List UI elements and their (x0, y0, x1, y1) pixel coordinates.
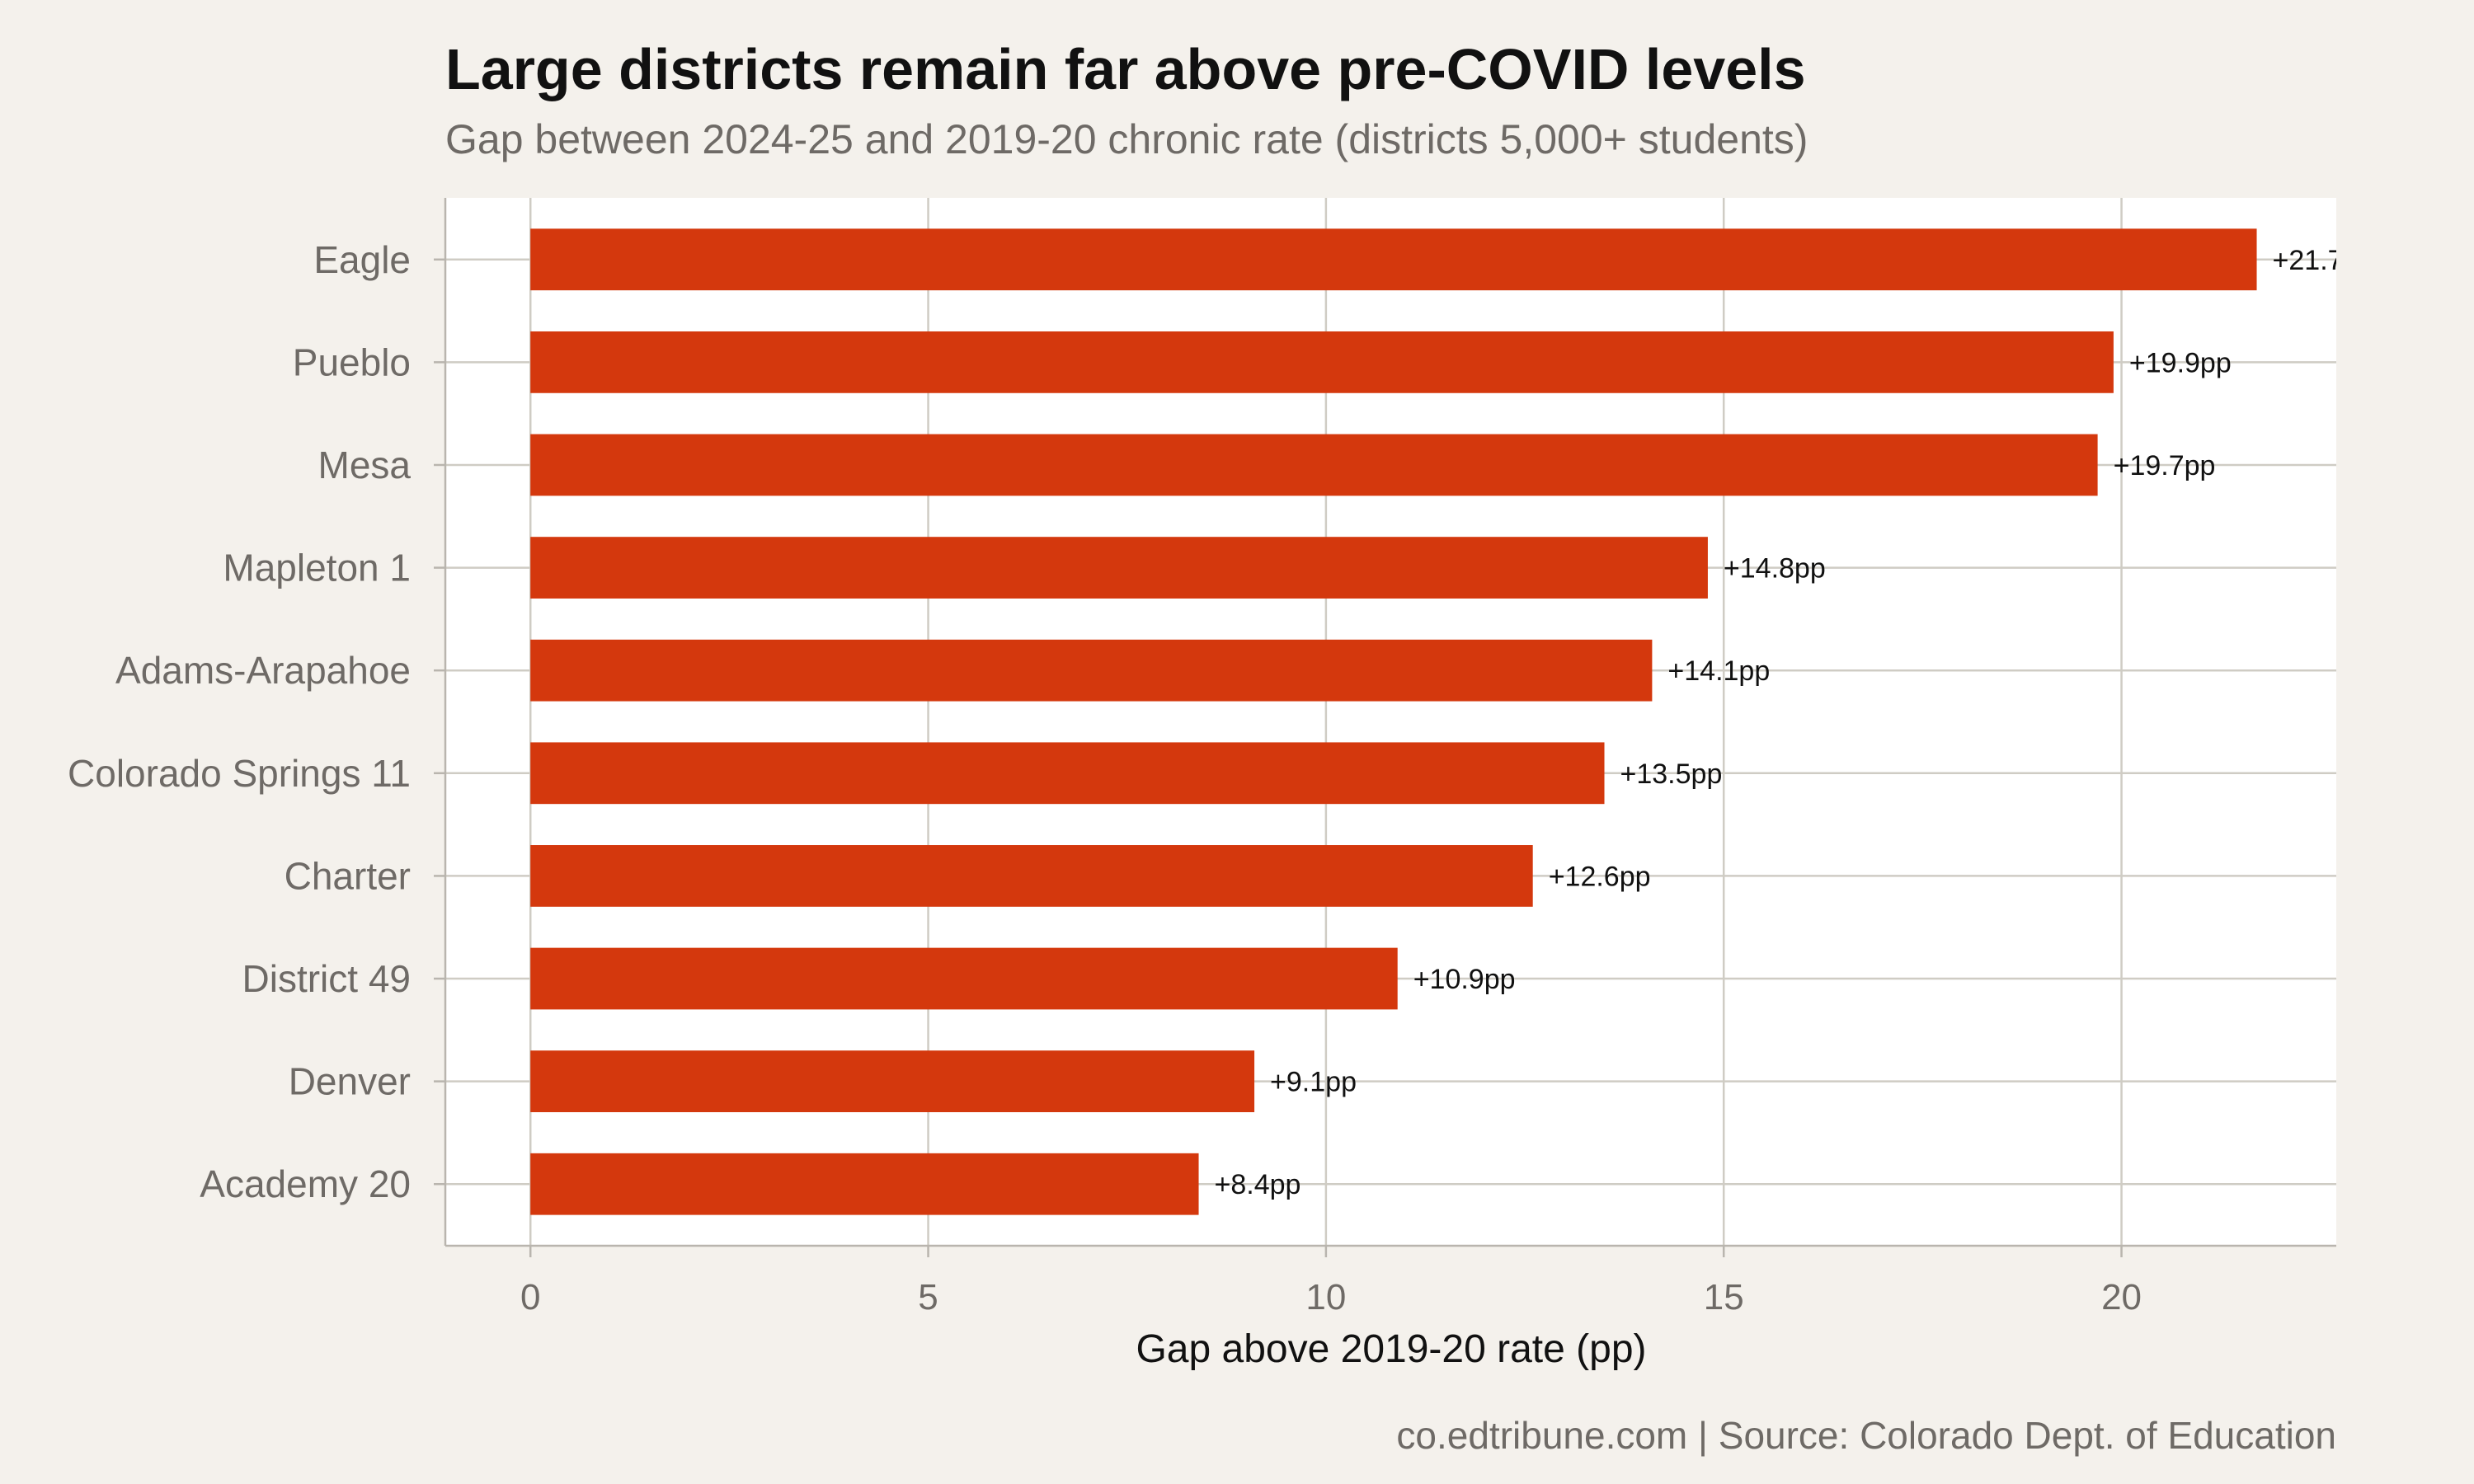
bar (530, 947, 1398, 1010)
bar-value-label: +19.7pp (2114, 450, 2216, 481)
bar (530, 228, 2257, 291)
bar-value-label: +8.4pp (1215, 1169, 1301, 1200)
x-tick-label: 15 (1704, 1277, 1744, 1317)
category-label: Mesa (318, 444, 412, 486)
x-tick-label: 0 (520, 1277, 540, 1317)
bar (530, 845, 1533, 907)
bar (530, 1153, 1199, 1215)
bar-value-label: +9.1pp (1270, 1067, 1357, 1098)
category-label: Adams-Arapahoe (115, 649, 411, 692)
category-label: Eagle (313, 238, 411, 281)
chart-title: Large districts remain far above pre-COV… (445, 37, 1806, 101)
bar (530, 1050, 1255, 1113)
x-axis-title: Gap above 2019-20 rate (pp) (1136, 1327, 1646, 1371)
axes (444, 198, 2336, 1247)
y-axis-labels: Eagle Pueblo Mesa Mapleton 1 Adams-Arapahoe C… (68, 238, 445, 1205)
bar-value-label: +21.7pp (2273, 245, 2375, 276)
x-tick-label: 5 (918, 1277, 938, 1317)
bars: +21.7pp +19.9pp +19.7pp +14.8pp +14.1pp +13.5… (530, 228, 2375, 1215)
x-axis-ticks: 0 5 10 15 20 (520, 1246, 2142, 1317)
bar-value-label: +19.9pp (2129, 347, 2232, 378)
bar (530, 331, 2114, 393)
bar (530, 639, 1653, 702)
category-label: Charter (285, 854, 411, 897)
bar (530, 434, 2098, 496)
bar (530, 742, 1605, 805)
bar-value-label: +14.1pp (1667, 655, 1770, 687)
category-label: Mapleton 1 (223, 547, 411, 589)
bar-value-label: +13.5pp (1620, 758, 1723, 790)
bar (530, 537, 1708, 599)
chart-subtitle: Gap between 2024-25 and 2019-20 chronic … (445, 116, 1808, 162)
x-tick-label: 20 (2101, 1277, 2142, 1317)
category-label: Denver (289, 1060, 411, 1103)
bar-value-label: +10.9pp (1413, 964, 1516, 995)
category-label: Academy 20 (200, 1162, 411, 1205)
source-caption: co.edtribune.com | Source: Colorado Dept… (1396, 1414, 2336, 1457)
category-label: District 49 (242, 957, 411, 1000)
category-label: Pueblo (293, 340, 411, 383)
bar-value-label: +12.6pp (1549, 861, 1651, 892)
x-tick-label: 10 (1305, 1277, 1346, 1317)
category-label: Colorado Springs 11 (68, 752, 411, 795)
bar-value-label: +14.8pp (1724, 553, 1826, 585)
